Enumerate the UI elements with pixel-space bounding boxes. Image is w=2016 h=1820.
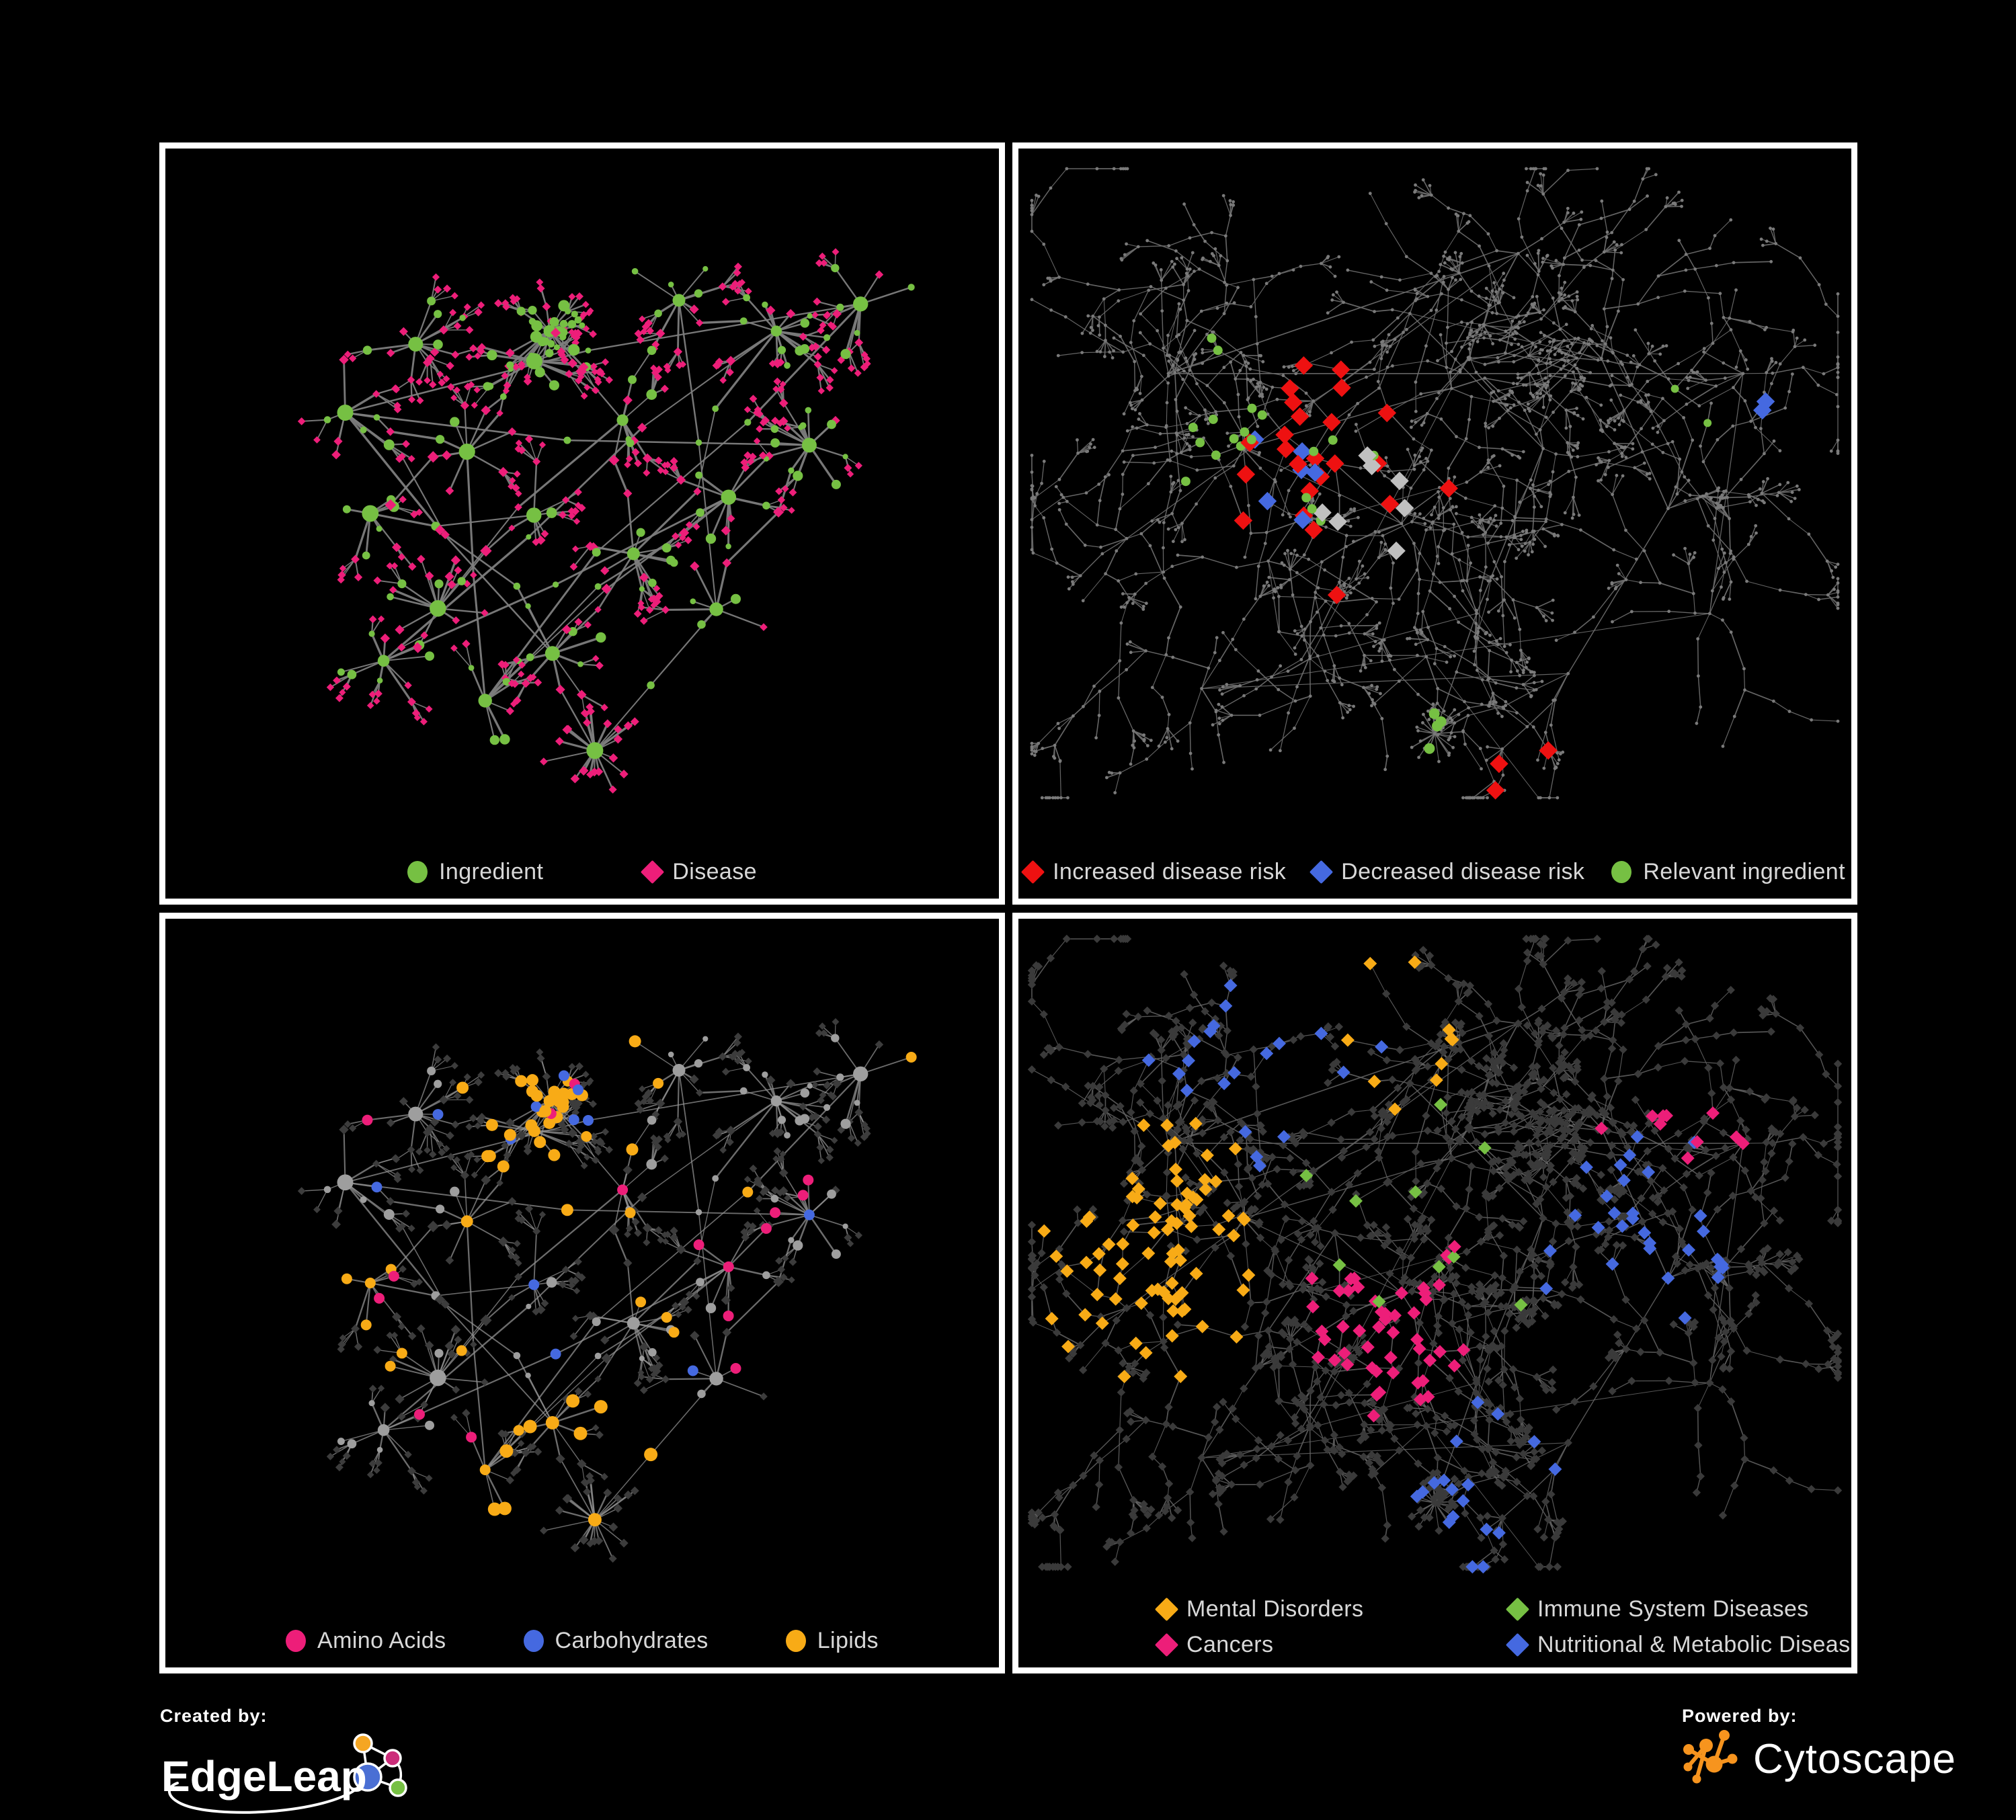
legend-row: Mental Disorders Immune System Diseases <box>1158 1596 1809 1622</box>
network-disease-categories <box>1018 919 1851 1667</box>
legend-label: Disease <box>672 859 757 885</box>
network-ingredient-disease <box>165 149 999 899</box>
legend-label: Increased disease risk <box>1053 859 1286 885</box>
legend-disease-categories: Mental Disorders Immune System Diseases Ca… <box>1158 1596 1857 1658</box>
cytoscape-credit: Powered by: <box>1682 1706 1956 1788</box>
legend-label: Immune System Diseases <box>1537 1596 1809 1622</box>
cytoscape-wordmark: Cytoscape <box>1753 1735 1956 1783</box>
legend-item: Decreased disease risk <box>1313 859 1584 885</box>
legend-ingredient-disease: Ingredient Disease <box>165 859 999 885</box>
legend-row: Amino Acids Carbohydrates Lipids <box>286 1628 879 1654</box>
legend-item: Amino Acids <box>286 1628 446 1654</box>
created-by-label: Created by: <box>160 1706 456 1727</box>
legend-label: Lipids <box>817 1628 879 1654</box>
legend-row: Ingredient Disease <box>407 859 757 885</box>
legend-diamond-marker <box>1155 1633 1178 1657</box>
legend-disease-risk: Increased disease risk Decreased disease … <box>1018 859 1851 885</box>
edgeleap-node-orange <box>354 1735 372 1752</box>
edgeleap-logo: EdgeLeap <box>160 1728 456 1817</box>
legend-diamond-marker <box>1021 860 1045 884</box>
panel-disease-risk: Increased disease risk Decreased disease … <box>1012 142 1857 905</box>
legend-item: Mental Disorders <box>1158 1596 1509 1622</box>
legend-circle-marker <box>1611 861 1631 883</box>
legend-item: Disease <box>644 859 757 885</box>
network-nutrient-classes <box>165 919 999 1667</box>
legend-circle-marker <box>786 1630 806 1652</box>
edgeleap-node-green <box>390 1780 406 1796</box>
legend-diamond-marker <box>1309 860 1333 884</box>
legend-item: Relevant ingredient <box>1611 859 1845 885</box>
edgeleap-wordmark: EdgeLeap <box>161 1752 367 1801</box>
legend-item: Carbohydrates <box>524 1628 709 1654</box>
legend-diamond-marker <box>1506 1633 1529 1657</box>
powered-by-label: Powered by: <box>1682 1706 1956 1727</box>
legend-item: Immune System Diseases <box>1509 1596 1809 1622</box>
edgeleap-credit: Created by: EdgeLeap <box>160 1706 456 1820</box>
legend-item: Lipids <box>786 1628 879 1654</box>
legend-row: Cancers Nutritional & Metabolic Diseases <box>1158 1632 1857 1658</box>
legend-label: Amino Acids <box>317 1628 446 1654</box>
legend-diamond-marker <box>641 860 664 884</box>
legend-label: Cancers <box>1186 1632 1273 1658</box>
legend-label: Ingredient <box>439 859 543 885</box>
legend-item: Cancers <box>1158 1632 1509 1658</box>
legend-row: Increased disease risk Decreased disease … <box>1024 859 1845 885</box>
legend-label: Carbohydrates <box>555 1628 709 1654</box>
edgeleap-node-magenta <box>385 1750 401 1766</box>
legend-diamond-marker <box>1506 1598 1529 1621</box>
legend-label: Decreased disease risk <box>1341 859 1584 885</box>
legend-label: Nutritional & Metabolic Diseases <box>1537 1632 1857 1658</box>
panel-disease-categories: Mental Disorders Immune System Diseases Ca… <box>1012 913 1857 1673</box>
legend-diamond-marker <box>1155 1598 1178 1621</box>
legend-circle-marker <box>286 1630 306 1652</box>
network-disease-risk <box>1018 149 1851 899</box>
legend-label: Mental Disorders <box>1186 1596 1363 1622</box>
legend-item: Ingredient <box>407 859 543 885</box>
legend-circle-marker <box>524 1630 544 1652</box>
cytoscape-logo-icon <box>1682 1729 1744 1788</box>
legend-item: Nutritional & Metabolic Diseases <box>1509 1632 1857 1658</box>
panel-nutrient-classes: Amino Acids Carbohydrates Lipids <box>159 913 1005 1673</box>
legend-item: Increased disease risk <box>1024 859 1286 885</box>
legend-circle-marker <box>407 861 428 883</box>
legend-label: Relevant ingredient <box>1643 859 1845 885</box>
legend-nutrient-classes: Amino Acids Carbohydrates Lipids <box>165 1628 999 1654</box>
panel-ingredient-disease: Ingredient Disease <box>159 142 1005 905</box>
